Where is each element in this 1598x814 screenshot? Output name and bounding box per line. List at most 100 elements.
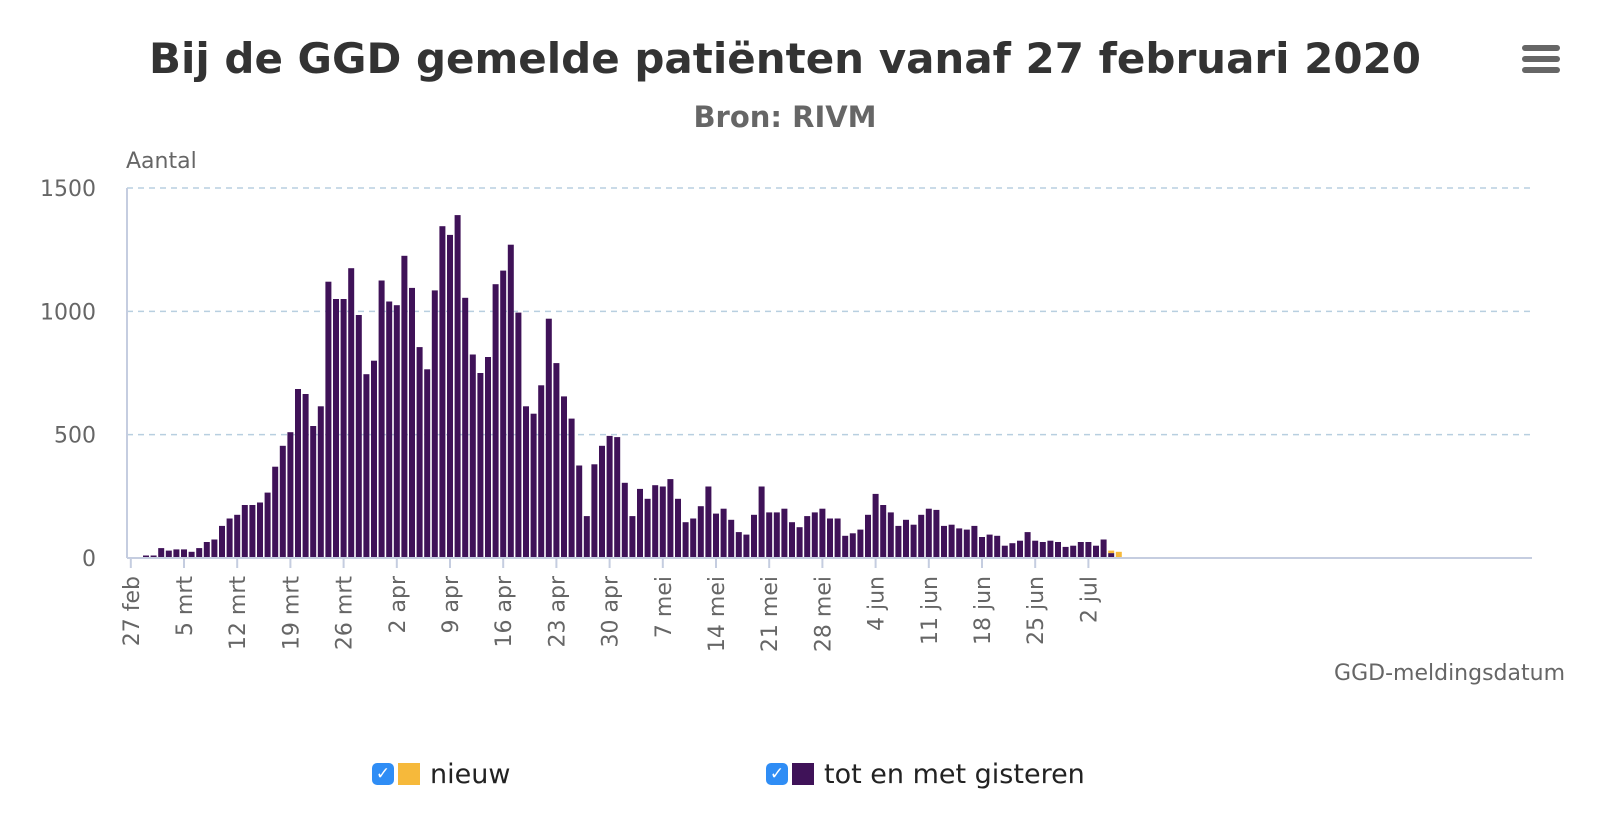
bar-tot-en-met-gisteren[interactable] <box>234 514 241 558</box>
bar-tot-en-met-gisteren[interactable] <box>439 226 446 558</box>
bar-nieuw[interactable] <box>1108 550 1115 554</box>
bar-tot-en-met-gisteren[interactable] <box>621 482 628 558</box>
bar-tot-en-met-gisteren[interactable] <box>249 505 256 558</box>
bar-tot-en-met-gisteren[interactable] <box>454 215 461 558</box>
bar-tot-en-met-gisteren[interactable] <box>355 315 362 558</box>
bar-tot-en-met-gisteren[interactable] <box>485 357 491 558</box>
bar-tot-en-met-gisteren[interactable] <box>264 492 271 558</box>
bar-tot-en-met-gisteren[interactable] <box>1085 542 1092 558</box>
bar-tot-en-met-gisteren[interactable] <box>720 508 727 558</box>
bar-tot-en-met-gisteren[interactable] <box>872 493 879 558</box>
bar-tot-en-met-gisteren[interactable] <box>333 299 339 558</box>
checkbox-checked-icon[interactable]: ✓ <box>372 763 394 785</box>
bar-tot-en-met-gisteren[interactable] <box>561 396 567 558</box>
bar-tot-en-met-gisteren[interactable] <box>378 280 385 559</box>
bar-tot-en-met-gisteren[interactable] <box>1062 546 1069 558</box>
bar-tot-en-met-gisteren[interactable] <box>986 534 993 558</box>
bar-tot-en-met-gisteren[interactable] <box>181 549 187 558</box>
bar-tot-en-met-gisteren[interactable] <box>652 485 659 558</box>
bar-tot-en-met-gisteren[interactable] <box>933 509 940 558</box>
bar-tot-en-met-gisteren[interactable] <box>971 525 978 558</box>
bar-tot-en-met-gisteren[interactable] <box>948 524 955 558</box>
bar-tot-en-met-gisteren[interactable] <box>188 551 195 558</box>
bar-tot-en-met-gisteren[interactable] <box>219 525 225 558</box>
bar-tot-en-met-gisteren[interactable] <box>743 534 750 558</box>
bar-tot-en-met-gisteren[interactable] <box>523 406 529 558</box>
bar-tot-en-met-gisteren[interactable] <box>203 542 210 558</box>
bar-tot-en-met-gisteren[interactable] <box>781 508 788 558</box>
bar-tot-en-met-gisteren[interactable] <box>393 305 400 558</box>
bar-tot-en-met-gisteren[interactable] <box>918 514 925 558</box>
bar-tot-en-met-gisteren[interactable] <box>903 519 909 558</box>
bar-tot-en-met-gisteren[interactable] <box>279 445 286 558</box>
bar-tot-en-met-gisteren[interactable] <box>348 268 355 558</box>
bar-tot-en-met-gisteren[interactable] <box>515 312 522 558</box>
bar-tot-en-met-gisteren[interactable] <box>447 234 453 558</box>
bar-tot-en-met-gisteren[interactable] <box>1055 542 1061 558</box>
bar-tot-en-met-gisteren[interactable] <box>751 514 757 558</box>
bar-tot-en-met-gisteren[interactable] <box>401 255 408 559</box>
legend-item-nieuw[interactable]: ✓ nieuw <box>372 756 510 792</box>
bar-tot-en-met-gisteren[interactable] <box>302 394 309 558</box>
bar-tot-en-met-gisteren[interactable] <box>1009 543 1016 558</box>
bar-tot-en-met-gisteren[interactable] <box>773 512 780 558</box>
bar-tot-en-met-gisteren[interactable] <box>340 299 347 558</box>
bar-tot-en-met-gisteren[interactable] <box>1100 539 1107 559</box>
bar-tot-en-met-gisteren[interactable] <box>659 486 666 559</box>
bar-tot-en-met-gisteren[interactable] <box>1108 553 1115 558</box>
bar-tot-en-met-gisteren[interactable] <box>325 281 332 558</box>
bar-tot-en-met-gisteren[interactable] <box>492 284 499 558</box>
bar-tot-en-met-gisteren[interactable] <box>796 527 803 558</box>
bar-tot-en-met-gisteren[interactable] <box>386 301 393 559</box>
bar-tot-en-met-gisteren[interactable] <box>705 486 712 559</box>
bar-tot-en-met-gisteren[interactable] <box>713 513 719 558</box>
bar-tot-en-met-gisteren[interactable] <box>789 522 795 558</box>
bar-tot-en-met-gisteren[interactable] <box>538 385 545 558</box>
bar-tot-en-met-gisteren[interactable] <box>553 363 560 558</box>
bar-tot-en-met-gisteren[interactable] <box>849 533 856 558</box>
bar-tot-en-met-gisteren[interactable] <box>682 522 689 558</box>
bar-tot-en-met-gisteren[interactable] <box>507 244 514 558</box>
bar-tot-en-met-gisteren[interactable] <box>1032 540 1039 558</box>
bar-tot-en-met-gisteren[interactable] <box>257 502 263 559</box>
bar-tot-en-met-gisteren[interactable] <box>758 486 765 559</box>
bar-tot-en-met-gisteren[interactable] <box>857 529 864 558</box>
bar-tot-en-met-gisteren[interactable] <box>842 535 849 558</box>
bar-tot-en-met-gisteren[interactable] <box>583 516 590 558</box>
bar-tot-en-met-gisteren[interactable] <box>811 512 818 558</box>
bar-tot-en-met-gisteren[interactable] <box>530 413 537 558</box>
bar-tot-en-met-gisteren[interactable] <box>910 524 917 558</box>
bar-tot-en-met-gisteren[interactable] <box>887 512 894 558</box>
checkbox-checked-icon[interactable]: ✓ <box>766 763 788 785</box>
bar-tot-en-met-gisteren[interactable] <box>728 519 735 558</box>
bar-tot-en-met-gisteren[interactable] <box>1024 532 1031 558</box>
bar-tot-en-met-gisteren[interactable] <box>963 529 970 558</box>
bar-tot-en-met-gisteren[interactable] <box>211 539 218 559</box>
bar-tot-en-met-gisteren[interactable] <box>599 445 605 558</box>
bar-tot-en-met-gisteren[interactable] <box>173 549 180 558</box>
bar-tot-en-met-gisteren[interactable] <box>834 518 841 559</box>
bar-tot-en-met-gisteren[interactable] <box>226 518 233 559</box>
bar-tot-en-met-gisteren[interactable] <box>424 369 431 558</box>
bar-tot-en-met-gisteren[interactable] <box>591 464 598 558</box>
bar-tot-en-met-gisteren[interactable] <box>158 548 165 558</box>
bar-tot-en-met-gisteren[interactable] <box>865 514 871 558</box>
bar-tot-en-met-gisteren[interactable] <box>1047 540 1054 558</box>
bar-tot-en-met-gisteren[interactable] <box>545 318 552 558</box>
bar-tot-en-met-gisteren[interactable] <box>1039 542 1046 558</box>
bar-tot-en-met-gisteren[interactable] <box>675 498 681 558</box>
bar-tot-en-met-gisteren[interactable] <box>165 550 172 558</box>
bar-tot-en-met-gisteren[interactable] <box>667 479 674 558</box>
bar-tot-en-met-gisteren[interactable] <box>637 488 643 558</box>
bar-tot-en-met-gisteren[interactable] <box>310 426 317 558</box>
bar-tot-en-met-gisteren[interactable] <box>690 518 697 559</box>
bar-tot-en-met-gisteren[interactable] <box>409 287 415 558</box>
bar-tot-en-met-gisteren[interactable] <box>956 528 963 558</box>
bar-tot-en-met-gisteren[interactable] <box>477 373 484 558</box>
bar-tot-en-met-gisteren[interactable] <box>1093 545 1099 558</box>
bar-tot-en-met-gisteren[interactable] <box>994 535 1001 558</box>
bar-tot-en-met-gisteren[interactable] <box>363 374 370 558</box>
bar-tot-en-met-gisteren[interactable] <box>880 505 887 558</box>
bar-tot-en-met-gisteren[interactable] <box>819 508 826 558</box>
legend-item-tot-en-met-gisteren[interactable]: ✓ tot en met gisteren <box>766 756 1085 792</box>
